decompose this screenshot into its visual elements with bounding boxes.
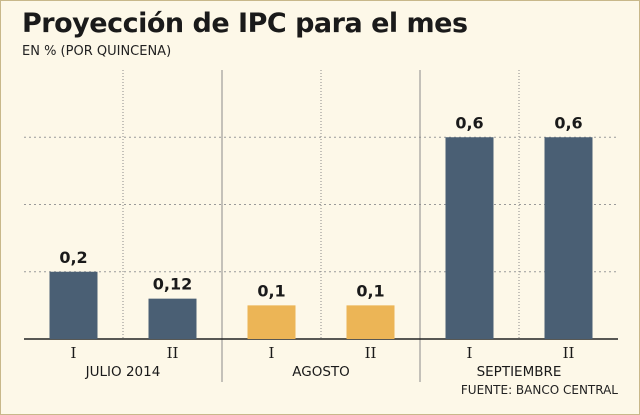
value-label-6: 0,6 <box>554 113 582 132</box>
value-label-4: 0,1 <box>356 281 384 300</box>
value-label-5: 0,6 <box>455 113 483 132</box>
chart-title: Proyección de IPC para el mes <box>22 8 468 39</box>
tick-label-6: II <box>563 344 575 362</box>
chart-subtitle: EN % (POR QUINCENA) <box>22 44 172 59</box>
bar-3 <box>247 305 296 339</box>
value-label-3: 0,1 <box>257 281 285 300</box>
group-label-2: AGOSTO <box>292 364 350 380</box>
group-label-1: JULIO 2014 <box>85 364 161 380</box>
value-label-1: 0,2 <box>59 248 87 267</box>
source-note: FUENTE: BANCO CENTRAL <box>460 383 618 397</box>
tick-label-2: II <box>167 344 179 362</box>
tick-label-3: I <box>269 344 275 362</box>
bar-6 <box>544 137 593 339</box>
bar-4 <box>346 305 395 339</box>
tick-label-4: II <box>365 344 377 362</box>
group-label-3: SEPTIEMBRE <box>477 364 562 380</box>
bar-2 <box>148 298 197 339</box>
tick-label-5: I <box>467 344 473 362</box>
tick-label-1: I <box>71 344 77 362</box>
value-label-2: 0,12 <box>153 275 192 294</box>
bar-5 <box>445 137 494 339</box>
bar-1 <box>49 271 98 339</box>
